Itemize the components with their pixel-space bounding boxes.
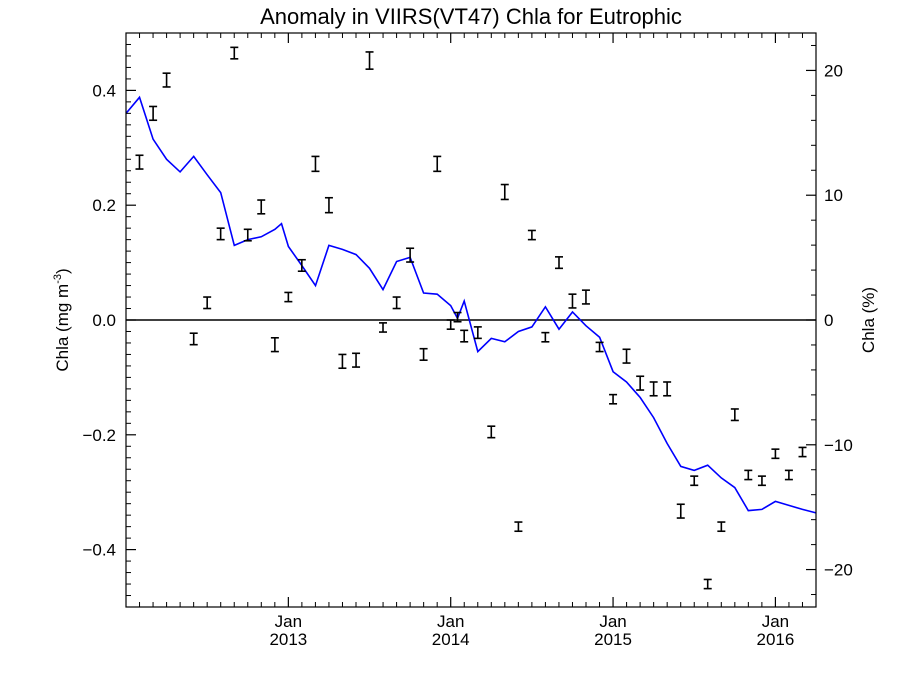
series-line-anomaly: [125, 95, 817, 514]
errorbar-point: [784, 469, 793, 481]
errorbar-point: [622, 348, 631, 364]
errorbar-point: [568, 293, 577, 309]
errorbar-point: [771, 448, 780, 460]
y2-tick-label-1: 10: [824, 186, 843, 205]
errorbar-point: [243, 228, 252, 242]
errorbar-point: [365, 51, 374, 70]
errorbar-point: [730, 408, 739, 422]
errorbar-point: [446, 319, 455, 330]
y-tick-label-2: 0.0: [92, 311, 116, 330]
x-tick-month-2: Jan: [599, 612, 626, 631]
errorbar-point: [717, 521, 726, 533]
errorbar-point: [433, 155, 442, 173]
errorbar-point: [595, 341, 604, 353]
y-axis-label-main: Chla (mg m: [53, 284, 72, 372]
errorbar-point: [284, 291, 293, 303]
errorbar-point: [514, 521, 523, 533]
y2-tick-label-3: −10: [824, 436, 853, 455]
errorbar-point: [690, 475, 699, 487]
errorbar-point: [352, 352, 361, 368]
errorbar-point: [554, 256, 563, 270]
errorbar-point: [311, 155, 320, 173]
errorbar-point: [609, 393, 618, 405]
errorbar-point: [500, 183, 509, 201]
errorbar-series: [135, 46, 807, 590]
errorbar-point: [663, 381, 672, 397]
y2-tick-label-4: −20: [824, 561, 853, 580]
errorbar-point: [757, 475, 766, 487]
errorbar-point: [473, 326, 482, 340]
errorbar-point: [189, 332, 198, 346]
errorbar-point: [527, 229, 536, 241]
errorbar-point: [149, 105, 158, 122]
y-tick-label-3: −0.2: [82, 426, 116, 445]
errorbar-point: [636, 375, 645, 391]
errorbar-point: [541, 331, 550, 343]
errorbar-point: [744, 469, 753, 481]
errorbar-point: [162, 72, 171, 88]
errorbar-point: [257, 199, 266, 215]
y-axis-label: Chla (mg m-3): [52, 268, 72, 371]
x-tick-month-1: Jan: [437, 612, 464, 631]
errorbar-point: [324, 196, 333, 214]
errorbar-point: [581, 289, 590, 305]
errorbar-point: [676, 503, 685, 519]
x-tick-year-2: 2015: [594, 630, 632, 649]
errorbar-point: [798, 446, 807, 458]
errorbar-point: [216, 227, 225, 241]
y-axis-label-sup: -3: [52, 274, 64, 284]
errorbar-point: [270, 336, 279, 353]
x-tick-month-0: Jan: [275, 612, 302, 631]
errorbar-point: [230, 46, 239, 60]
errorbar-point: [392, 296, 401, 310]
errorbar-point: [135, 154, 144, 170]
chart-title: Anomaly in VIIRS(VT47) Chla for Eutrophi…: [260, 4, 682, 29]
y-tick-label-4: −0.4: [82, 541, 116, 560]
errorbar-point: [649, 381, 658, 397]
x-tick-year-1: 2014: [432, 630, 470, 649]
errorbar-point: [703, 578, 712, 590]
errorbar-point: [487, 425, 496, 439]
y-tick-label-0: 0.4: [92, 81, 116, 100]
y2-tick-label-2: 0: [824, 311, 833, 330]
x-tick-year-3: 2016: [756, 630, 794, 649]
errorbar-point: [460, 329, 469, 343]
errorbar-point: [419, 347, 428, 361]
errorbar-point: [338, 353, 347, 370]
y2-tick-label-0: 20: [824, 61, 843, 80]
x-tick-month-3: Jan: [762, 612, 789, 631]
y-tick-label-1: 0.2: [92, 196, 116, 215]
errorbar-point: [406, 247, 415, 263]
x-tick-year-0: 2013: [269, 630, 307, 649]
errorbar-point: [203, 296, 212, 310]
errorbar-point: [379, 322, 388, 333]
y2-axis-label: Chla (%): [859, 287, 878, 353]
y-axis-label-close: ): [53, 268, 72, 274]
errorbar-point: [297, 258, 306, 273]
errorbar-point: [453, 311, 462, 323]
